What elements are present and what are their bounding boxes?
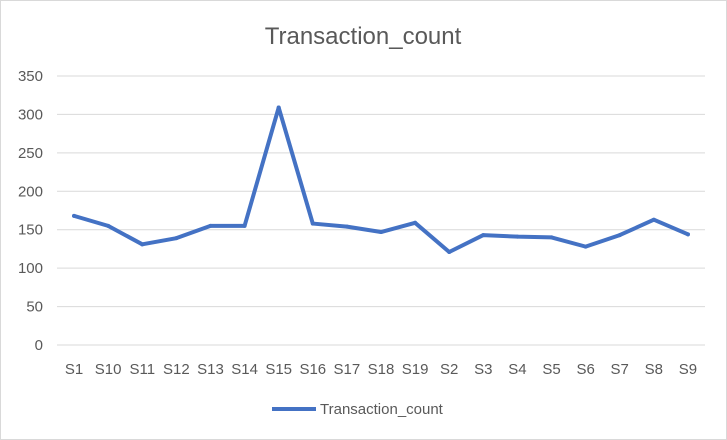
data-point-S17: [344, 224, 349, 229]
data-point-S3: [481, 233, 486, 238]
series-layer: [72, 105, 690, 255]
data-point-S13: [208, 223, 213, 228]
x-tick-label: S6: [576, 361, 594, 378]
data-point-S1: [72, 213, 77, 218]
y-tick-label: 200: [18, 183, 43, 200]
x-tick-label: S2: [440, 361, 458, 378]
x-tick-label: S13: [197, 361, 224, 378]
x-tick-label: S10: [95, 361, 122, 378]
data-point-S7: [617, 233, 622, 238]
y-axis-ticks: 0 50 100 150 200 250 300 350: [18, 68, 43, 354]
data-point-S9: [685, 232, 690, 237]
x-tick-label: S17: [334, 361, 361, 378]
y-tick-label: 350: [18, 68, 43, 85]
x-tick-label: S8: [645, 361, 663, 378]
x-tick-label: S3: [474, 361, 492, 378]
data-point-S15: [276, 105, 281, 110]
x-tick-label: S12: [163, 361, 190, 378]
data-point-S10: [106, 223, 111, 228]
x-axis-ticks: S1 S10 S11 S12 S13 S14 S15 S16 S17 S18 S19 S2 S3 S4 S5…: [65, 361, 697, 378]
data-point-S19: [413, 220, 418, 225]
y-tick-label: 100: [18, 260, 43, 277]
data-point-S6: [583, 244, 588, 249]
data-point-S11: [140, 242, 145, 247]
data-point-S18: [379, 230, 383, 235]
data-point-S14: [242, 223, 247, 228]
gridlines: [57, 75, 705, 346]
x-tick-label: S18: [368, 361, 395, 378]
data-point-S16: [310, 221, 315, 226]
y-tick-label: 50: [26, 299, 43, 316]
y-tick-label: 0: [35, 337, 43, 354]
x-tick-label: S15: [265, 361, 292, 378]
x-tick-label: S14: [231, 361, 258, 378]
legend-label: Transaction_count: [320, 401, 444, 418]
data-point-S5: [549, 235, 554, 240]
x-tick-label: S11: [129, 361, 155, 378]
x-tick-label: S4: [508, 361, 526, 378]
chart-title: Transaction_count: [265, 23, 462, 50]
y-tick-label: 150: [18, 222, 43, 239]
data-point-S4: [515, 234, 520, 239]
y-tick-label: 300: [18, 106, 43, 123]
x-tick-label: S16: [299, 361, 326, 378]
data-point-S2: [447, 250, 452, 255]
x-tick-label: S19: [402, 361, 429, 378]
data-point-S12: [174, 236, 179, 241]
data-point-S8: [651, 217, 656, 222]
x-tick-label: S7: [611, 361, 629, 378]
legend: Transaction_count: [272, 401, 444, 418]
x-tick-label: S5: [542, 361, 560, 378]
x-tick-label: S9: [679, 361, 697, 378]
y-tick-label: 250: [18, 145, 43, 162]
x-tick-label: S1: [65, 361, 83, 378]
